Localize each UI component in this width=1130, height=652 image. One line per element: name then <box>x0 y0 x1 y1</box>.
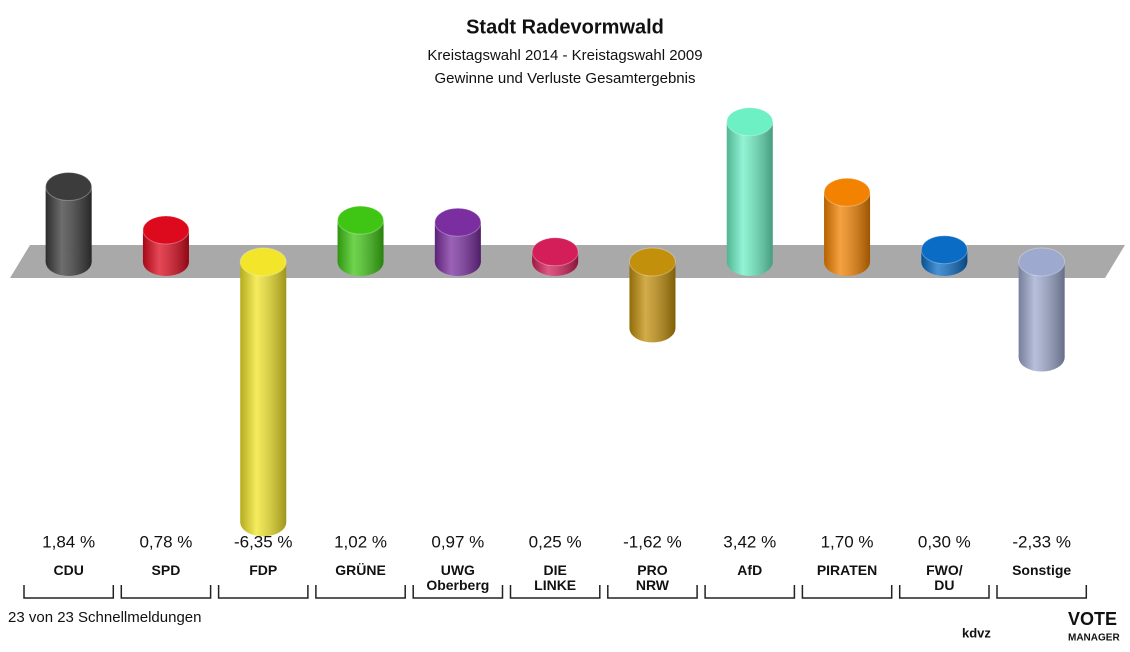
category-label: FDP <box>249 562 278 578</box>
value-label: 1,84 % <box>42 532 95 551</box>
chart-title: Stadt Radevormwald <box>466 16 664 38</box>
chart-subtitle: Gewinne und Verluste Gesamtergebnis <box>435 70 696 87</box>
bar-cap <box>337 205 385 235</box>
category-bracket <box>509 585 601 599</box>
bar-end-shade <box>629 314 676 343</box>
value-label: -2,33 % <box>1012 532 1071 551</box>
category-label: FWO/ DU <box>926 562 963 593</box>
bar-base-shade <box>726 248 773 276</box>
value-label: 1,70 % <box>821 532 874 551</box>
category-label: GRÜNE <box>335 562 386 578</box>
bar-end-shade <box>240 508 287 537</box>
category-bracket <box>217 585 309 599</box>
bar-cap <box>628 247 676 277</box>
category-label: SPD <box>151 562 181 578</box>
value-label: 0,30 % <box>918 532 971 551</box>
category-bracket <box>120 585 212 599</box>
category-bracket <box>315 585 406 599</box>
category-bracket <box>801 585 893 599</box>
category-label: Sonstige <box>1012 562 1072 578</box>
value-label: 0,78 % <box>139 532 192 551</box>
value-label: -6,35 % <box>234 532 293 551</box>
bar-base-shade <box>142 248 189 276</box>
category-label: UWG Oberberg <box>426 562 490 593</box>
category-bracket <box>704 585 796 599</box>
bar-base-shade <box>337 248 384 276</box>
bar-shading <box>726 121 773 262</box>
bar-cap <box>434 207 482 237</box>
category-label: CDU <box>53 562 84 578</box>
category-label: PRO NRW <box>635 562 670 593</box>
category-bracket <box>898 585 990 599</box>
bar-cap <box>726 107 774 137</box>
value-label: 0,25 % <box>529 532 582 551</box>
bar-cap <box>531 237 579 267</box>
logo: kdvz <box>962 625 991 640</box>
bar-end-shade <box>1018 343 1065 372</box>
category-label: DIE LINKE <box>534 562 577 593</box>
footnote: 23 von 23 Schnellmeldungen <box>8 609 201 626</box>
bar-cap <box>920 235 968 265</box>
bar-cap <box>1018 247 1066 277</box>
bar-base-shade <box>824 248 871 276</box>
category-bracket <box>412 585 504 599</box>
category-label: AfD <box>737 562 763 578</box>
bar-cap <box>142 215 190 245</box>
bar-base-shade <box>45 248 92 276</box>
value-label: 3,42 % <box>723 532 776 551</box>
value-label: -1,62 % <box>623 532 682 551</box>
bar-base-shade <box>434 248 481 276</box>
bar-cap <box>45 172 93 202</box>
bar-shading <box>240 262 287 523</box>
bar-shading <box>1018 262 1065 358</box>
category-label: PIRATEN <box>816 562 878 578</box>
bar-cap <box>823 177 871 207</box>
bar-cap <box>239 247 287 277</box>
category-bracket <box>996 585 1088 599</box>
value-label: 0,97 % <box>431 532 484 551</box>
chart-subtitle: Kreistagswahl 2014 - Kreistagswahl 2009 <box>427 47 702 64</box>
logo: MANAGER <box>1068 633 1120 644</box>
category-bracket <box>607 585 698 599</box>
logo: VOTE <box>1068 609 1117 629</box>
value-label: 1,02 % <box>334 532 387 551</box>
category-bracket <box>23 585 115 599</box>
